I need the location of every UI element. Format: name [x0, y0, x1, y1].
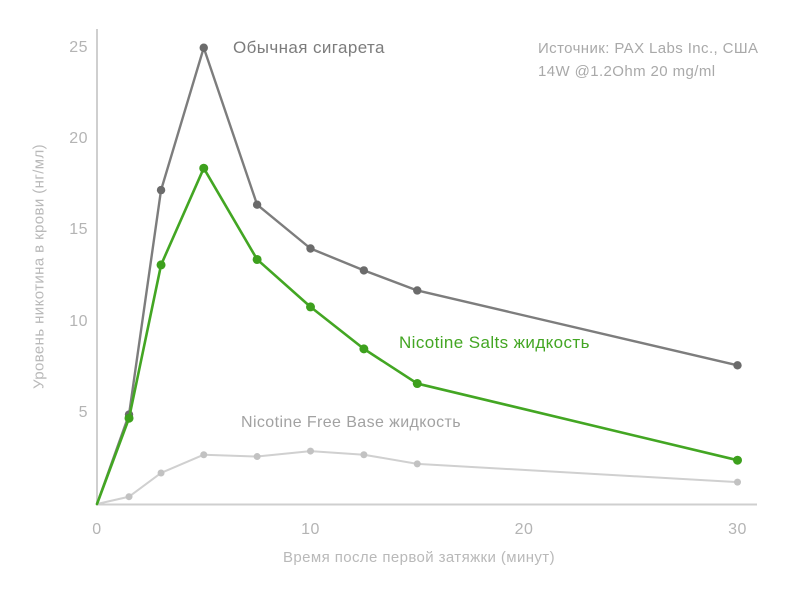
- x-tick-label: 0: [92, 521, 102, 538]
- y-axis-title: Уровень никотина в крови (нг/мл): [30, 143, 48, 390]
- free-base-series-point: [157, 469, 165, 477]
- cigarette-series-point: [306, 244, 315, 253]
- free-base-series-point: [360, 451, 368, 459]
- x-tick-label: 30: [728, 521, 747, 538]
- free-base-series-point: [413, 460, 421, 468]
- free-base-series-point: [734, 478, 741, 486]
- free-base-series-line: [96, 450, 739, 505]
- free-base-series-point: [253, 453, 261, 461]
- free-base-series-point: [125, 493, 133, 501]
- y-tick-label: 5: [78, 403, 88, 421]
- x-tick-label: 10: [301, 521, 320, 538]
- y-tick-label: 20: [69, 130, 88, 147]
- source-line-2: 14W @1.2Ohm 20 mg/ml: [538, 63, 716, 80]
- nicotine-salts-series-point: [199, 163, 209, 173]
- nicotine-salts-series-point: [412, 379, 422, 389]
- y-tick-label: 25: [69, 38, 88, 56]
- series-label-free-base: Nicotine Free Base жидкость: [241, 414, 462, 431]
- source-line-1: Источник: PAX Labs Inc., США: [538, 40, 759, 57]
- nicotine-salts-series-point: [306, 302, 315, 312]
- cigarette-series-point: [413, 286, 422, 295]
- nicotine-salts-series-point: [252, 254, 262, 264]
- nicotine-salts-series-point: [156, 260, 166, 270]
- nicotine-salts-series-point: [124, 413, 134, 423]
- cigarette-series-point: [733, 361, 742, 370]
- free-base-series-point: [307, 447, 314, 455]
- free-base-series: [96, 447, 741, 505]
- y-tick-label: 10: [69, 312, 88, 330]
- y-tick-label: 15: [69, 221, 88, 239]
- cigarette-series-point: [359, 266, 369, 275]
- nicotine-salts-series: [95, 163, 742, 506]
- cigarette-series-point: [252, 200, 262, 209]
- nicotine-salts-series-point: [733, 455, 742, 465]
- nicotine-salts-series-point: [359, 344, 369, 354]
- x-axis-title: Время после первой затяжки (минут): [283, 549, 555, 566]
- x-tick-label: 20: [514, 521, 534, 538]
- series-label-nicotine-salts: Nicotine Salts жидкость: [399, 333, 590, 352]
- cigarette-series-line: [95, 46, 739, 506]
- source-note: Источник: PAX Labs Inc., США 14W @1.2Ohm…: [538, 37, 758, 83]
- free-base-series-point: [200, 451, 208, 459]
- series-label-cigarette: Обычная сигарета: [233, 38, 385, 57]
- cigarette-series-point: [156, 185, 166, 195]
- cigarette-series: [95, 43, 742, 506]
- cigarette-series-point: [199, 43, 208, 52]
